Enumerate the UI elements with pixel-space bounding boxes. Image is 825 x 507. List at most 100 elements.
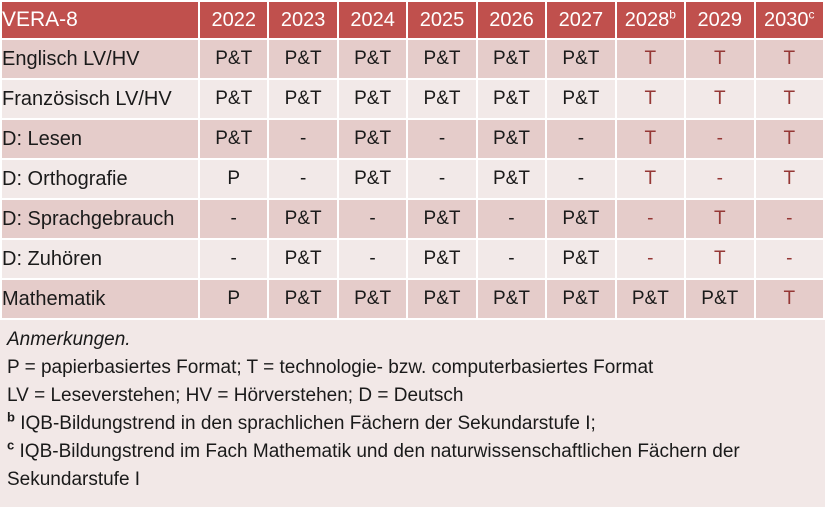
format-cell: T — [755, 120, 823, 158]
format-cell: P&T — [269, 80, 337, 118]
format-cell: - — [616, 200, 685, 238]
format-cell: P&T — [547, 200, 615, 238]
notes-section: Anmerkungen. P = papierbasiertes Format;… — [0, 320, 825, 507]
format-cell: - — [269, 160, 337, 198]
format-cell: T — [616, 40, 685, 78]
format-cell: - — [338, 200, 407, 238]
year-column-header: 2023 — [269, 2, 337, 38]
format-cell: P&T — [200, 40, 268, 78]
format-cell: - — [547, 120, 615, 158]
format-cell: T — [616, 80, 685, 118]
format-cell: - — [755, 240, 823, 278]
format-cell: P — [200, 160, 268, 198]
format-cell: P&T — [269, 240, 337, 278]
format-cell: - — [686, 160, 754, 198]
format-cell: P&T — [338, 40, 407, 78]
format-cell: T — [755, 80, 823, 118]
format-cell: P&T — [408, 40, 476, 78]
vera8-schedule-table: VERA-8 2022 2023 2024 2025 2026 2027 2028b 2029… — [0, 0, 825, 320]
table-row: D: Orthografie P - P&T - P&T - T - T — [2, 160, 823, 198]
format-cell: - — [616, 240, 685, 278]
header-row: VERA-8 2022 2023 2024 2025 2026 2027 2028b 2029… — [2, 2, 823, 38]
format-cell: P&T — [338, 280, 407, 318]
format-cell: T — [755, 160, 823, 198]
note-line: c IQB-Bildungstrend im Fach Mathematik u… — [7, 437, 740, 490]
format-cell: T — [686, 80, 754, 118]
table-row: Mathematik P P&T P&T P&T P&T P&T P&T P&T T — [2, 280, 823, 318]
row-label: D: Sprachgebrauch — [2, 200, 198, 238]
format-cell: P&T — [408, 240, 476, 278]
row-label: D: Zuhören — [2, 240, 198, 278]
format-cell: P&T — [477, 40, 546, 78]
table-row: Französisch LV/HV P&T P&T P&T P&T P&T P&T T T T — [2, 80, 823, 118]
format-cell: - — [408, 120, 476, 158]
format-cell: P&T — [269, 200, 337, 238]
format-cell: P&T — [477, 160, 546, 198]
year-column-header: 2030c — [755, 2, 823, 38]
format-cell: P — [200, 280, 268, 318]
format-cell: - — [200, 240, 268, 278]
table-row: D: Lesen P&T - P&T - P&T - T - T — [2, 120, 823, 158]
format-cell: P&T — [477, 80, 546, 118]
note-line: b IQB-Bildungstrend in den sprachlichen … — [7, 409, 596, 434]
year-column-header: 2026 — [477, 2, 546, 38]
year-column-header: 2028b — [616, 2, 685, 38]
footnote-marker: c — [7, 437, 15, 453]
format-cell: - — [477, 240, 546, 278]
format-cell: - — [200, 200, 268, 238]
format-cell: - — [408, 160, 476, 198]
year-column-header: 2024 — [338, 2, 407, 38]
table-title: VERA-8 — [2, 2, 198, 38]
format-cell: P&T — [200, 120, 268, 158]
format-cell: T — [616, 120, 685, 158]
table-row: D: Zuhören - P&T - P&T - P&T - T - — [2, 240, 823, 278]
year-column-header: 2027 — [547, 2, 615, 38]
format-cell: P&T — [338, 120, 407, 158]
row-label: D: Lesen — [2, 120, 198, 158]
footnote-marker: c — [808, 6, 815, 21]
table-row: D: Sprachgebrauch - P&T - P&T - P&T - T - — [2, 200, 823, 238]
format-cell: T — [755, 280, 823, 318]
format-cell: P&T — [269, 40, 337, 78]
row-label: D: Orthografie — [2, 160, 198, 198]
format-cell: P&T — [477, 280, 546, 318]
table-row: Englisch LV/HV P&T P&T P&T P&T P&T P&T T T T — [2, 40, 823, 78]
note-line: P = papierbasiertes Format; T = technolo… — [7, 357, 654, 378]
format-cell: P&T — [686, 280, 754, 318]
year-column-header: 2025 — [408, 2, 476, 38]
format-cell: P&T — [338, 80, 407, 118]
format-cell: - — [269, 120, 337, 158]
footnote-marker: b — [7, 409, 15, 425]
format-cell: P&T — [408, 80, 476, 118]
format-cell: P&T — [547, 40, 615, 78]
format-cell: T — [616, 160, 685, 198]
format-cell: P&T — [616, 280, 685, 318]
footnote-marker: b — [669, 6, 676, 21]
format-cell: T — [686, 240, 754, 278]
row-label: Englisch LV/HV — [2, 40, 198, 78]
format-cell: P&T — [338, 160, 407, 198]
format-cell: - — [686, 120, 754, 158]
format-cell: P&T — [408, 200, 476, 238]
format-cell: P&T — [408, 280, 476, 318]
note-line: LV = Leseverstehen; HV = Hörverstehen; D… — [7, 385, 464, 406]
format-cell: T — [686, 200, 754, 238]
format-cell: P&T — [547, 80, 615, 118]
year-column-header: 2022 — [200, 2, 268, 38]
format-cell: P&T — [547, 280, 615, 318]
notes-heading: Anmerkungen. — [7, 329, 131, 350]
format-cell: - — [547, 160, 615, 198]
row-label: Mathematik — [2, 280, 198, 318]
format-cell: - — [338, 240, 407, 278]
format-cell: P&T — [547, 240, 615, 278]
format-cell: P&T — [477, 120, 546, 158]
year-column-header: 2029 — [686, 2, 754, 38]
format-cell: P&T — [269, 280, 337, 318]
format-cell: - — [755, 200, 823, 238]
format-cell: P&T — [200, 80, 268, 118]
row-label: Französisch LV/HV — [2, 80, 198, 118]
format-cell: T — [686, 40, 754, 78]
format-cell: T — [755, 40, 823, 78]
format-cell: - — [477, 200, 546, 238]
